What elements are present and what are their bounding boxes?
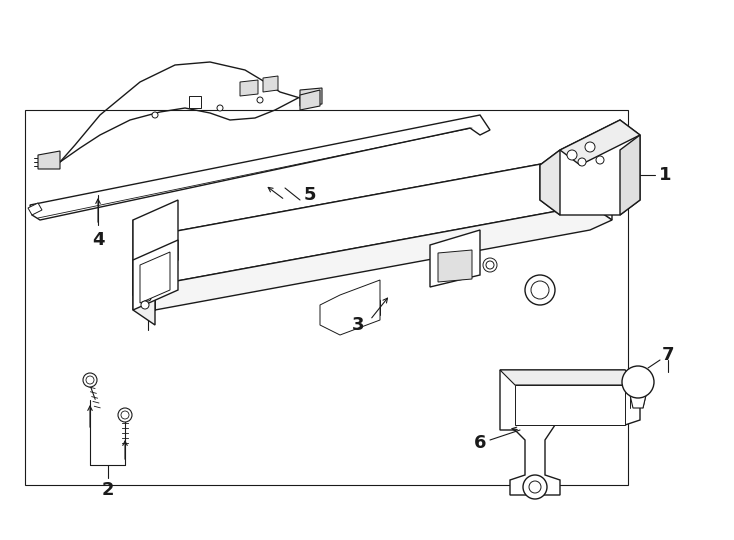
Polygon shape bbox=[240, 80, 258, 96]
Polygon shape bbox=[263, 76, 278, 92]
Polygon shape bbox=[133, 260, 155, 325]
Polygon shape bbox=[430, 230, 480, 287]
Polygon shape bbox=[500, 370, 640, 385]
Circle shape bbox=[585, 142, 595, 152]
Circle shape bbox=[531, 281, 549, 299]
Polygon shape bbox=[300, 88, 322, 106]
Circle shape bbox=[152, 112, 158, 118]
Circle shape bbox=[525, 275, 555, 305]
Circle shape bbox=[529, 481, 541, 493]
Text: 5: 5 bbox=[304, 186, 316, 204]
Text: 7: 7 bbox=[662, 346, 675, 364]
Circle shape bbox=[121, 411, 129, 419]
Circle shape bbox=[483, 258, 497, 272]
Polygon shape bbox=[320, 280, 380, 335]
Polygon shape bbox=[500, 370, 640, 495]
Polygon shape bbox=[133, 240, 178, 310]
Circle shape bbox=[145, 295, 151, 301]
Polygon shape bbox=[133, 200, 178, 275]
Polygon shape bbox=[25, 110, 628, 485]
Text: 1: 1 bbox=[658, 166, 672, 184]
Polygon shape bbox=[540, 120, 640, 215]
Circle shape bbox=[83, 373, 97, 387]
Circle shape bbox=[567, 150, 577, 160]
Polygon shape bbox=[38, 151, 60, 169]
Text: 2: 2 bbox=[102, 481, 115, 499]
Circle shape bbox=[523, 475, 547, 499]
Polygon shape bbox=[630, 395, 646, 408]
Text: 4: 4 bbox=[92, 231, 104, 249]
Circle shape bbox=[596, 156, 604, 164]
Text: 6: 6 bbox=[473, 434, 486, 452]
Polygon shape bbox=[133, 155, 612, 285]
Polygon shape bbox=[515, 385, 625, 425]
Polygon shape bbox=[133, 205, 612, 310]
Circle shape bbox=[217, 105, 223, 111]
Circle shape bbox=[86, 376, 94, 384]
Polygon shape bbox=[30, 115, 490, 220]
Polygon shape bbox=[300, 90, 320, 110]
Polygon shape bbox=[189, 96, 201, 108]
Circle shape bbox=[141, 301, 149, 309]
Circle shape bbox=[118, 408, 132, 422]
Polygon shape bbox=[620, 135, 640, 215]
Polygon shape bbox=[540, 150, 560, 215]
Circle shape bbox=[257, 97, 263, 103]
Polygon shape bbox=[140, 252, 170, 303]
Polygon shape bbox=[438, 250, 472, 282]
Text: 3: 3 bbox=[352, 316, 364, 334]
Circle shape bbox=[622, 366, 654, 398]
Circle shape bbox=[486, 261, 494, 269]
Polygon shape bbox=[28, 203, 42, 215]
Circle shape bbox=[578, 158, 586, 166]
Polygon shape bbox=[560, 120, 640, 165]
Polygon shape bbox=[155, 155, 612, 250]
